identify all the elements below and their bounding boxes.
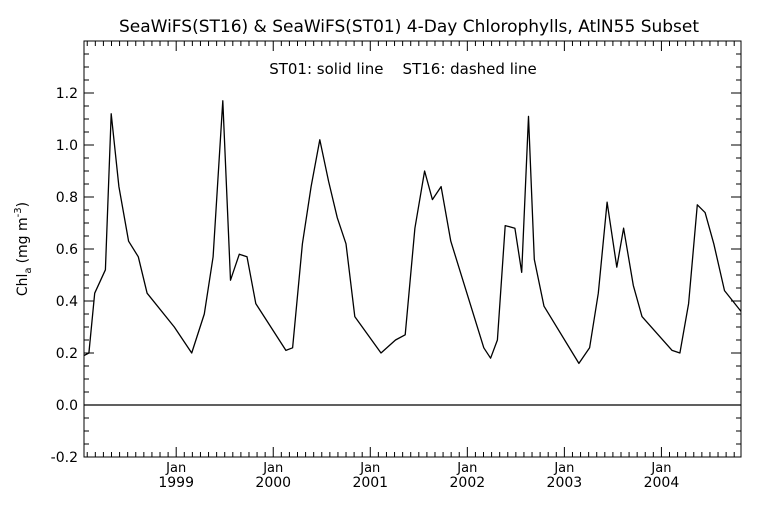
x-tick-month: Jan xyxy=(262,461,283,476)
y-tick-label: 1.0 xyxy=(56,138,78,154)
y-tick-label: -0.2 xyxy=(51,450,78,466)
x-tick-month: Jan xyxy=(359,461,380,476)
x-tick-year: 2003 xyxy=(547,475,583,491)
x-tick-month: Jan xyxy=(650,461,671,476)
y-tick-label: 0.2 xyxy=(56,346,78,362)
y-tick-label: 1.2 xyxy=(56,86,78,102)
x-tick-month: Jan xyxy=(553,461,574,476)
ylabel-main: Chl xyxy=(15,274,31,297)
y-axis-label: Chla (mg m-3) xyxy=(13,202,34,296)
x-tick-year: 1999 xyxy=(158,475,194,491)
y-tick-label: 0.8 xyxy=(56,190,78,206)
svg-text:Chla(mg m-3): Chla (mg m-3) xyxy=(13,202,34,296)
x-tick-year: 2000 xyxy=(255,475,291,491)
series-line-solid xyxy=(83,100,742,365)
series-layer xyxy=(83,100,742,406)
y-tick-label: 0.0 xyxy=(56,398,78,414)
ylabel-close: ) xyxy=(15,202,31,207)
axis-ticks: -0.20.00.20.40.60.81.01.2Jan1999Jan2000J… xyxy=(51,40,741,491)
legend-annotation: ST01: solid line ST16: dashed line xyxy=(269,60,537,78)
y-tick-label: 0.6 xyxy=(56,242,78,258)
ylabel-sub: a xyxy=(23,267,34,273)
x-tick-month: Jan xyxy=(456,461,477,476)
x-tick-year: 2001 xyxy=(352,475,388,491)
x-tick-month: Jan xyxy=(165,461,186,476)
chart-title: SeaWiFS(ST16) & SeaWiFS(ST01) 4-Day Chlo… xyxy=(119,17,699,37)
y-tick-label: 0.4 xyxy=(56,294,78,310)
x-tick-year: 2002 xyxy=(450,475,486,491)
ylabel-units: (mg m xyxy=(15,217,31,263)
x-tick-year: 2004 xyxy=(644,475,680,491)
ylabel-exp: -3 xyxy=(13,207,24,217)
